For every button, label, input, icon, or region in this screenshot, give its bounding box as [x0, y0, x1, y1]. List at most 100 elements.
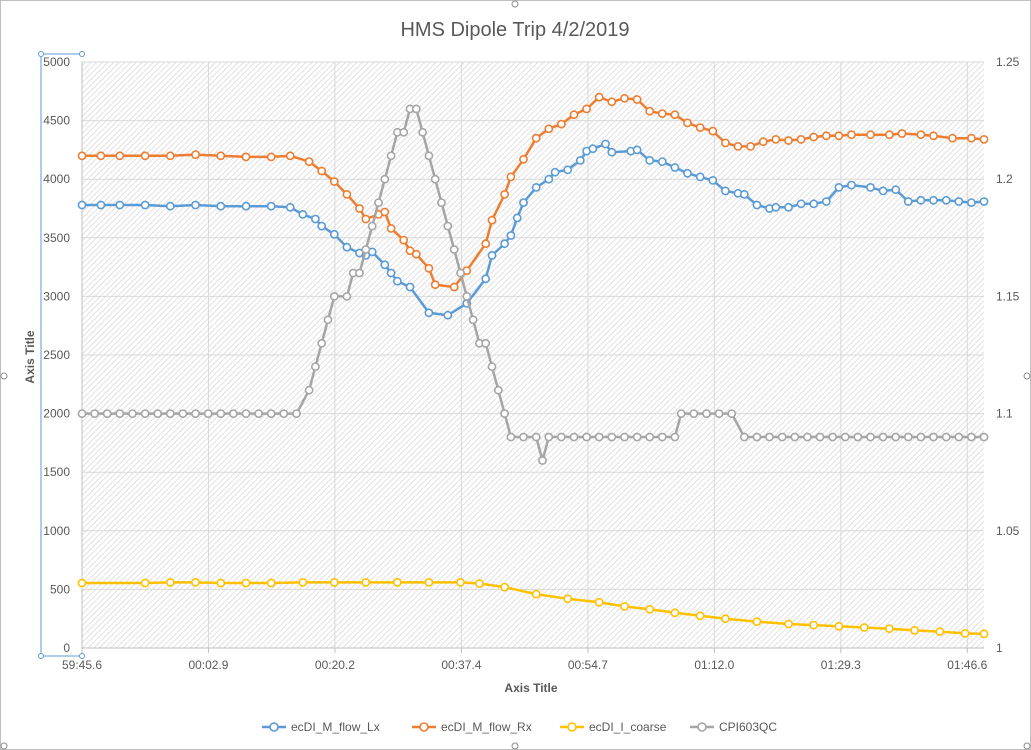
data-point — [500, 239, 509, 249]
data-point — [582, 104, 591, 114]
data-point — [481, 338, 491, 348]
data-point — [456, 268, 465, 278]
data-point — [645, 432, 655, 442]
data-point — [128, 409, 137, 418]
data-point — [607, 432, 617, 442]
data-point — [929, 432, 938, 442]
data-point — [645, 604, 655, 614]
data-point — [721, 138, 730, 148]
y-left-tick-label: 3000 — [43, 289, 70, 303]
y-left-tick-label: 4500 — [43, 114, 70, 128]
data-point — [657, 157, 667, 166]
data-point — [443, 310, 453, 320]
data-point — [77, 409, 87, 418]
data-point — [392, 276, 402, 286]
data-point — [531, 589, 541, 599]
y-left-tick-label: 3500 — [43, 231, 70, 245]
data-point — [929, 195, 938, 205]
data-point — [216, 151, 226, 161]
data-point — [487, 250, 497, 260]
data-point — [367, 221, 377, 231]
data-point — [329, 177, 339, 186]
data-point — [115, 151, 125, 161]
data-point — [140, 200, 150, 210]
data-point — [500, 582, 509, 592]
data-point — [721, 614, 730, 624]
series-layer — [77, 92, 989, 639]
data-point — [310, 362, 320, 372]
data-point — [399, 127, 409, 137]
data-point — [847, 180, 856, 190]
data-point — [563, 165, 573, 175]
data-point — [954, 432, 964, 442]
y-left-tick-label: 1000 — [43, 524, 70, 538]
data-point — [752, 200, 762, 210]
data-point — [424, 263, 434, 273]
data-point — [165, 201, 175, 211]
data-point — [903, 432, 913, 442]
data-point — [847, 130, 856, 140]
data-point — [317, 166, 327, 176]
data-point — [739, 432, 749, 442]
data-point — [784, 619, 793, 629]
data-point — [714, 409, 724, 418]
data-point — [929, 131, 938, 141]
data-point — [380, 207, 390, 217]
data-point — [809, 620, 819, 630]
data-point — [878, 432, 888, 442]
data-point — [298, 578, 308, 587]
data-point — [380, 174, 390, 184]
y-left-tick-label: 500 — [50, 582, 70, 596]
data-point — [317, 338, 327, 348]
data-point — [241, 578, 251, 588]
legend-swatch-marker — [419, 722, 429, 732]
data-point — [752, 432, 762, 442]
data-point — [620, 602, 629, 611]
data-point — [430, 280, 440, 290]
series-ecDI_M_flow_Rx — [77, 92, 989, 292]
data-point — [96, 151, 106, 161]
y-axis-right: 1 1.05 1.1 1.15 1.2 1.25 — [996, 55, 1020, 655]
data-point — [790, 432, 800, 442]
data-point — [481, 239, 491, 249]
data-point — [683, 118, 692, 128]
data-point — [557, 432, 566, 442]
data-point — [948, 133, 957, 143]
x-tick-label: 00:54.7 — [568, 658, 608, 672]
data-point — [903, 197, 913, 206]
data-point — [361, 214, 371, 224]
data-point — [708, 126, 718, 136]
data-point — [828, 432, 837, 442]
data-point — [916, 432, 926, 442]
data-point — [954, 197, 964, 206]
data-point — [468, 315, 478, 325]
data-point — [462, 291, 472, 301]
data-point — [891, 432, 901, 442]
data-point — [241, 409, 251, 418]
data-point — [355, 268, 364, 278]
data-point — [809, 132, 819, 142]
axis-title-selection[interactable] — [38, 51, 85, 659]
legend-label: CPI603QC — [719, 720, 777, 734]
data-point — [386, 268, 396, 278]
data-point — [493, 385, 503, 395]
x-tick-label: 01:46.6 — [947, 658, 987, 672]
data-point — [506, 172, 516, 182]
data-point — [941, 432, 951, 442]
series-line — [82, 142, 985, 317]
data-point — [115, 409, 125, 418]
data-point — [866, 182, 875, 192]
series-CPI603QC — [77, 104, 989, 465]
data-point — [683, 168, 692, 178]
data-point — [834, 621, 844, 631]
data-point — [695, 611, 705, 621]
data-point — [449, 245, 459, 254]
data-point — [670, 608, 680, 618]
y-left-tick-label: 2500 — [43, 348, 70, 362]
data-point — [191, 578, 200, 587]
data-point — [77, 151, 87, 161]
data-point — [241, 201, 251, 211]
data-point — [538, 456, 547, 465]
data-point — [424, 151, 434, 161]
